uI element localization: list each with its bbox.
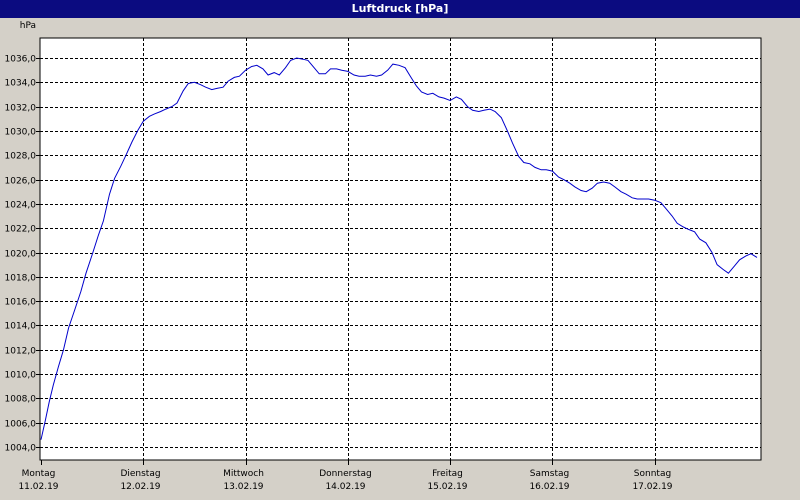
- x-tick-day-label: Dienstag: [120, 469, 160, 479]
- plot-area: [39, 37, 762, 461]
- y-tick-label: 1010,0: [5, 371, 37, 381]
- x-tick-date-label: 12.02.19: [120, 482, 160, 492]
- y-tick-label: 1004,0: [5, 444, 37, 454]
- x-tick-date-label: 16.02.19: [529, 482, 569, 492]
- y-tick-label: 1016,0: [5, 298, 37, 308]
- y-tick-label: 1018,0: [5, 274, 37, 284]
- y-tick-label: 1030,0: [5, 128, 37, 138]
- y-axis-label: hPa: [20, 21, 36, 31]
- x-tick-date-label: 11.02.19: [18, 482, 58, 492]
- y-tick-label: 1028,0: [5, 152, 37, 162]
- x-tick-date-label: 13.02.19: [223, 482, 263, 492]
- grid: [36, 38, 761, 465]
- y-tick-label: 1032,0: [5, 104, 37, 114]
- x-tick-date-label: 15.02.19: [427, 482, 467, 492]
- pressure-series-line: [40, 57, 758, 440]
- x-tick-date-label: 14.02.19: [325, 482, 365, 492]
- axis-ticks: 1004,0 1006,0 1008,0 1010,0 1012,0 1014,0 1016…: [5, 21, 673, 492]
- x-tick-day-label: Freitag: [432, 469, 463, 479]
- y-tick-label: 1034,0: [5, 79, 37, 89]
- y-tick-label: 1020,0: [5, 250, 37, 260]
- x-tick-day-label: Donnerstag: [319, 469, 372, 479]
- y-tick-label: 1026,0: [5, 177, 37, 187]
- x-tick-day-label: Mittwoch: [223, 469, 264, 479]
- series-group: [40, 57, 758, 440]
- x-tick-day-label: Montag: [22, 469, 56, 479]
- chart-canvas: 1004,0 1006,0 1008,0 1010,0 1012,0 1014,0 1016…: [5, 21, 762, 492]
- window-title: Luftdruck [hPa]: [0, 0, 800, 18]
- x-tick-day-label: Samstag: [530, 469, 569, 479]
- y-tick-label: 1014,0: [5, 322, 37, 332]
- y-tick-label: 1022,0: [5, 225, 37, 235]
- y-tick-label: 1036,0: [5, 55, 37, 65]
- x-tick-day-label: Sonntag: [634, 469, 671, 479]
- y-tick-label: 1006,0: [5, 420, 37, 430]
- y-tick-label: 1024,0: [5, 201, 37, 211]
- x-tick-date-label: 17.02.19: [632, 482, 672, 492]
- y-tick-label: 1008,0: [5, 395, 37, 405]
- y-tick-label: 1012,0: [5, 347, 37, 357]
